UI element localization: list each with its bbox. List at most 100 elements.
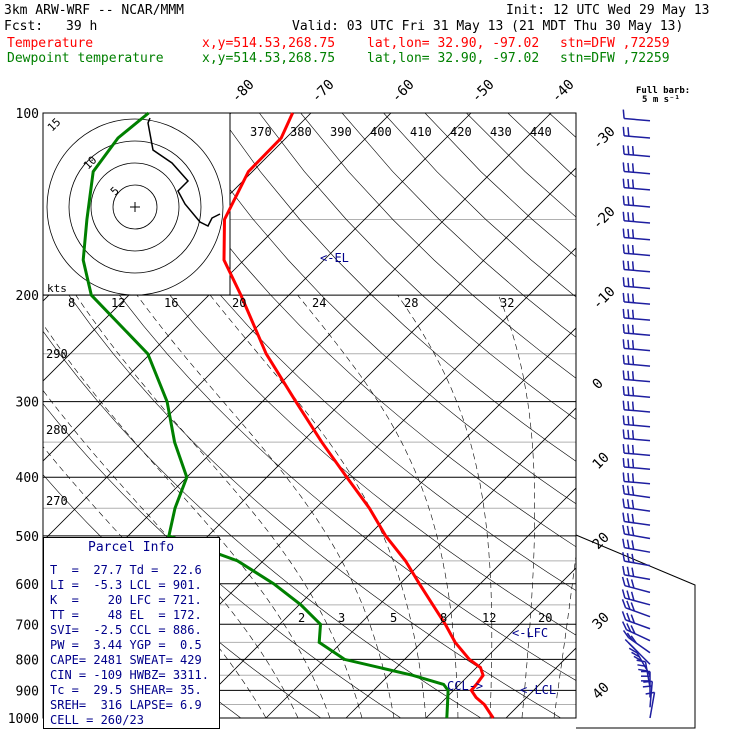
isotherm-label: 10 [590,450,613,473]
barb-flag [622,457,625,468]
barb-flag [628,647,638,654]
barb-flag [631,309,635,319]
lower-mixing-label: 8 [440,611,447,625]
theta-e-label: 430 [490,125,512,139]
barb-flag [631,473,635,483]
barb-flag [627,324,630,334]
wind-barb [622,211,651,224]
barb-flag [622,472,625,482]
temp-legend-xy: x,y=514.53,268.75 [202,36,336,51]
barb-flag [631,324,635,334]
pressure-tick-label: 500 [16,530,39,545]
parcel-row-li-lcl: LI = -5.3 LCL = 901. [50,578,202,592]
barb-flag [627,162,630,172]
wind-barb [622,457,651,470]
barb-flag [622,370,625,380]
barb-flag [631,416,635,426]
dry-adiabat [632,113,740,718]
barb-staff [624,203,651,208]
dry-adiabat [673,113,740,718]
hodograph-trace [147,117,221,228]
barb-flag [626,632,634,641]
isotherm [666,113,740,718]
wind-barb [622,538,651,553]
moist-adiabat [553,552,576,719]
fcst-label: Fcst: [4,19,44,34]
dew-legend-latlon: lat,lon= 32.90, -97.02 [367,51,540,66]
dry-adiabat [424,113,576,258]
barb-flag [622,145,625,155]
dew-legend-name: Dewpoint temperature [7,51,164,66]
dry-adiabat [43,176,576,681]
barb-flag [622,512,625,522]
barb-staff [649,692,656,719]
barb-flag [626,485,630,495]
wind-barb [622,400,651,413]
moist-adiabat [297,294,459,719]
barb-flag [627,293,630,303]
barb-flag [630,635,637,644]
barb-flag [627,145,630,155]
barb-staff [624,220,651,224]
barb-flag [631,179,635,189]
init-time: Init: 12 UTC Wed 29 May 13 [506,3,710,18]
barb-staff [624,268,651,273]
barb-flag [631,567,635,577]
plot-boundary-wedge [575,534,696,729]
barb-flag [622,538,626,548]
barb-flag [630,602,636,612]
wind-barb [622,444,651,457]
model-title: 3km ARW-WRF -- NCAR/MMM [4,3,185,18]
isotherm [425,567,576,719]
dry-adiabat [52,113,576,636]
pressure-tick-label: 800 [16,653,39,668]
barb-flag [622,178,625,188]
barb-staff [649,681,654,708]
barb-flag [631,340,635,350]
pressure-tick-label: 700 [16,618,39,633]
wind-barb [622,512,651,526]
barb-flag [627,196,630,206]
hodograph-ring [112,184,158,230]
hodograph-ring [46,118,224,296]
theta-e-label: 390 [330,125,352,139]
barb-staff [624,423,651,428]
mixing-ratio-label: 8 [68,296,75,310]
barb-staff [624,480,651,485]
barb-flag [631,645,639,654]
dew-legend-xy: x,y=514.53,268.75 [202,51,336,66]
temp-legend-latlon: lat,lon= 32.90, -97.02 [367,36,540,51]
wind-barb [622,323,651,336]
barb-flag [622,630,630,639]
barb-flag [627,228,630,238]
wind-barb [622,370,651,383]
parcel-row-cell: CELL = 260/23 [50,713,144,727]
mixing-ratio-label: 28 [404,296,418,310]
adiabat-label: 290 [46,347,68,361]
barb-flag [631,196,635,206]
barb-flag [631,651,640,658]
barb-staff [624,301,651,305]
barb-flag [622,292,625,302]
wind-barb [622,565,651,581]
mixing-ratio-label: 32 [500,296,514,310]
barb-flag [631,245,635,255]
barb-flag [621,576,626,586]
parcel-info-title: Parcel Info [88,540,175,555]
barb-staff [624,363,651,367]
hodograph-ring [68,140,202,274]
barb-flag [627,458,630,468]
theta-e-label: 370 [250,125,272,139]
barb-flag [631,371,635,381]
barb-flag [627,429,630,439]
barb-flag [622,444,625,454]
lcl-marker: <-LCL [520,683,556,697]
barb-flag [621,599,627,609]
barb-flag [621,621,628,630]
parcel-row-pw-ygp: PW = 3.44 YGP = 0.5 [50,638,202,652]
barb-staff [624,452,651,457]
dry-adiabat [43,255,561,719]
moist-adiabat [43,446,267,719]
pressure-tick-label: 100 [16,107,39,122]
theta-e-label: 410 [410,125,432,139]
